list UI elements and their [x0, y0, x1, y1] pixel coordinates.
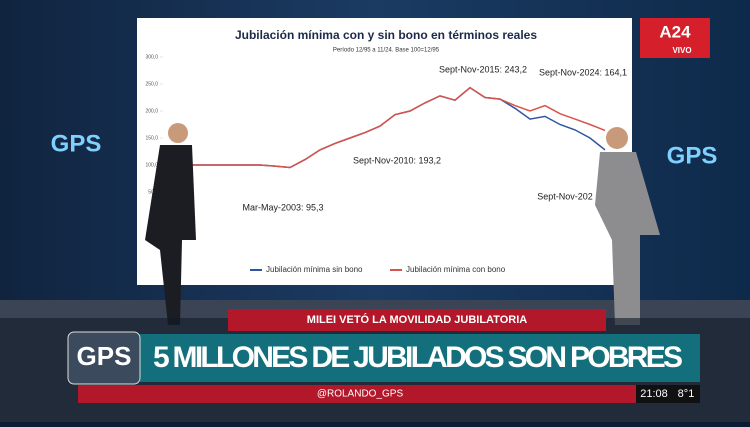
y-tick-label: 100,0 [145, 162, 158, 168]
y-tick-label: 150,0 [145, 135, 158, 141]
annotation: Sept-Nov-2015: 243,2 [439, 64, 527, 74]
ticker-bar [78, 385, 700, 403]
legend-label: Jubilación mínima sin bono [266, 265, 363, 274]
annotation: Sept-Nov-2024: 164,1 [539, 67, 627, 77]
channel-logo-bg [640, 18, 710, 58]
y-tick-label: 200,0 [145, 108, 158, 114]
chart: 0,050,0100,0150,0200,0250,0300,0Jubilaci… [145, 54, 606, 274]
headline: 5 MILLONES DE JUBILADOS SON POBRES [153, 341, 683, 374]
kicker-bar [228, 309, 606, 331]
wall-logo: GPS [667, 142, 718, 169]
temperature: 8°1 [678, 388, 695, 400]
clock: 21:08 [640, 388, 668, 400]
y-tick-label: 300,0 [145, 54, 158, 60]
annotation: Mar-May-2003: 95,3 [242, 202, 323, 212]
annotation: Sept-Nov-2010: 193,2 [353, 155, 441, 165]
headline-bar [140, 334, 700, 382]
wall-logo: GPS [51, 130, 102, 157]
program-logo: GPS [77, 341, 132, 371]
clock-box [636, 385, 700, 403]
chart-subtitle: Período 12/95 a 11/24. Base 100=12/95 [333, 48, 440, 54]
logo-box [67, 331, 141, 385]
channel-logo: A24 [659, 22, 691, 41]
live-badge: VIVO [672, 46, 691, 55]
y-tick-label: 250,0 [145, 81, 158, 87]
handle: @ROLANDO_GPS [317, 389, 404, 400]
kicker: MILEI VETÓ LA MOVILIDAD JUBILATORIA [307, 313, 527, 326]
series-line [185, 86, 606, 169]
legend-label: Jubilación mínima con bono [406, 265, 506, 274]
chart-screen [137, 18, 632, 285]
presenter [595, 127, 660, 325]
annotation: Sept-Nov-202 [537, 191, 593, 201]
chart-title: Jubilación mínima con y sin bono en térm… [235, 28, 537, 42]
presenter [145, 123, 196, 325]
